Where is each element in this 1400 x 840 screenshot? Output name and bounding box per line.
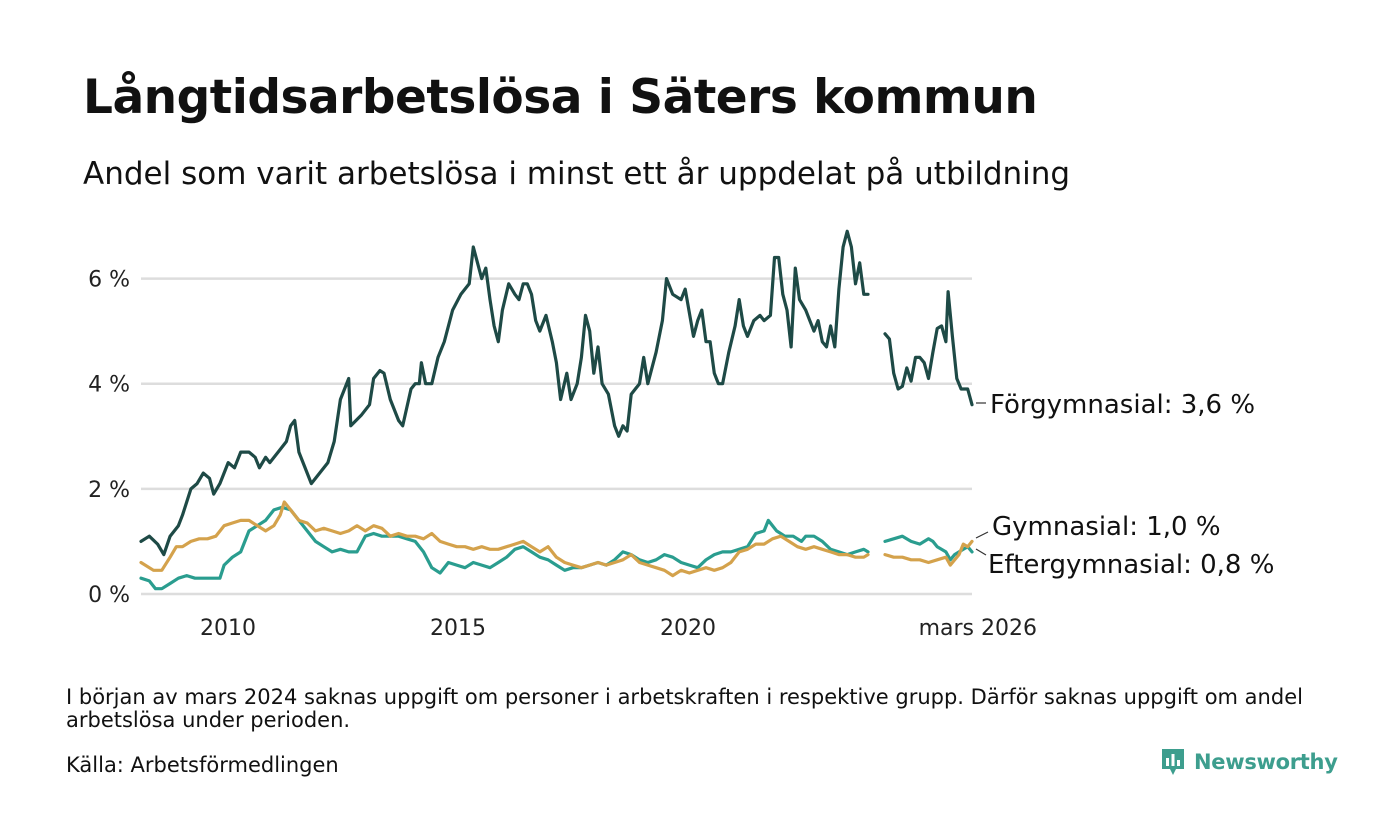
- chart-subtitle: Andel som varit arbetslösa i minst ett å…: [83, 156, 1071, 192]
- x-tick-label: 2015: [430, 616, 486, 641]
- source-credit: Källa: Arbetsförmedlingen: [66, 753, 339, 777]
- y-tick-label: 2 %: [88, 478, 130, 503]
- end-label-förgymnasial: Förgymnasial: 3,6 %: [990, 390, 1255, 420]
- series-line-förgymnasial: [139, 229, 870, 557]
- end-labels: Förgymnasial: 3,6 % Gymnasial: 1,0 % Efter…: [975, 390, 1274, 580]
- y-tick-label: 6 %: [88, 268, 130, 293]
- line-chart: 0 % 2 % 4 % 6 % 2010 2015 2020 mars 2026 Förgy…: [88, 229, 1274, 641]
- end-label-eftergymnasial: Eftergymnasial: 0,8 %: [988, 550, 1274, 580]
- series-line-after-gap-gymnasial: [883, 539, 974, 567]
- x-tick-label: mars 2026: [919, 616, 1037, 641]
- series-line-after-gap-förgymnasial: [883, 290, 974, 407]
- y-tick-label: 4 %: [88, 373, 130, 398]
- y-tick-label: 0 %: [88, 583, 130, 608]
- y-axis-labels: 0 % 2 % 4 % 6 %: [88, 268, 130, 608]
- bar-chart-icon: [1162, 749, 1184, 775]
- series-lines: [139, 229, 974, 591]
- chart-title: Långtidsarbetslösa i Säters kommun: [83, 70, 1038, 125]
- gridlines: [141, 277, 972, 596]
- x-tick-label: 2020: [660, 616, 716, 641]
- end-label-gymnasial: Gymnasial: 1,0 %: [992, 512, 1221, 542]
- newsworthy-logo[interactable]: Newsworthy: [1160, 747, 1338, 777]
- series-line-gymnasial: [139, 500, 870, 578]
- leader-line-eftergymnasial: [975, 548, 987, 556]
- x-tick-label: 2010: [200, 616, 256, 641]
- leader-line-gymnasial: [975, 531, 989, 539]
- x-axis-labels: 2010 2015 2020 mars 2026: [200, 616, 1037, 641]
- brand-name: Newsworthy: [1194, 750, 1338, 774]
- footnote: I början av mars 2024 saknas uppgift om …: [66, 685, 1303, 732]
